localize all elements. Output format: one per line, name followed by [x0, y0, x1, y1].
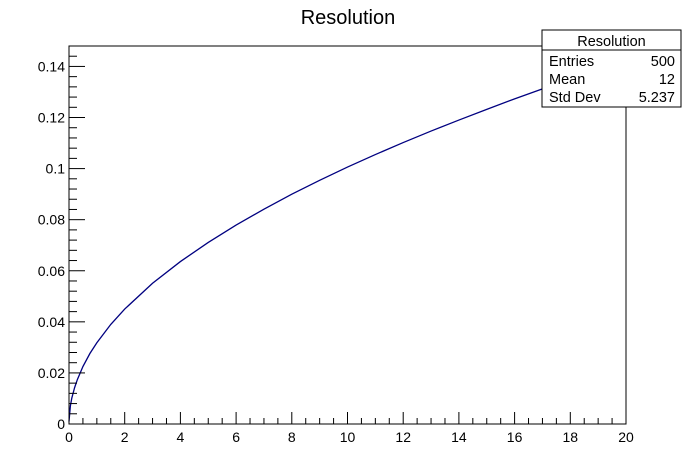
x-tick-label: 6 — [232, 429, 240, 445]
y-tick-label: 0.1 — [46, 161, 66, 177]
stats-stddev-label: Std Dev — [549, 90, 601, 106]
x-tick-label: 20 — [618, 429, 634, 445]
stats-box-title: Resolution — [577, 34, 646, 50]
x-tick-label: 2 — [121, 429, 129, 445]
series-layer — [68, 59, 627, 422]
x-tick-label: 14 — [451, 429, 467, 445]
stats-box: Resolution Entries 500 Mean 12 Std Dev 5… — [541, 29, 682, 108]
x-tick-label: 16 — [507, 429, 523, 445]
stats-entries-label: Entries — [549, 54, 594, 70]
y-tick-label: 0.02 — [38, 365, 65, 381]
y-tick-label: 0.06 — [38, 263, 65, 279]
x-tick-label: 10 — [340, 429, 356, 445]
x-tick-label: 0 — [65, 429, 73, 445]
stats-stddev-value: 5.237 — [639, 90, 675, 106]
y-tick-label: 0.04 — [38, 314, 65, 330]
x-tick-label: 4 — [177, 429, 185, 445]
series-line-0 — [68, 59, 627, 422]
stats-mean-value: 12 — [659, 72, 675, 88]
y-tick-label: 0.08 — [38, 212, 65, 228]
stats-mean-label: Mean — [549, 72, 585, 88]
y-axis: 0 0.02 0.04 0.06 0.08 0.1 0.12 0.14 — [38, 45, 85, 432]
y-tick-label: 0.12 — [38, 110, 65, 126]
chart-title: Resolution — [301, 7, 396, 29]
y-tick-label: 0 — [57, 416, 65, 432]
y-tick-label: 0.14 — [38, 58, 65, 74]
x-tick-label: 18 — [563, 429, 579, 445]
x-tick-label: 8 — [288, 429, 296, 445]
stats-box-frame — [541, 29, 682, 108]
stats-entries-value: 500 — [651, 54, 675, 70]
x-tick-label: 12 — [395, 429, 411, 445]
x-axis: 0 2 4 6 8 10 12 14 16 18 20 — [65, 412, 634, 445]
